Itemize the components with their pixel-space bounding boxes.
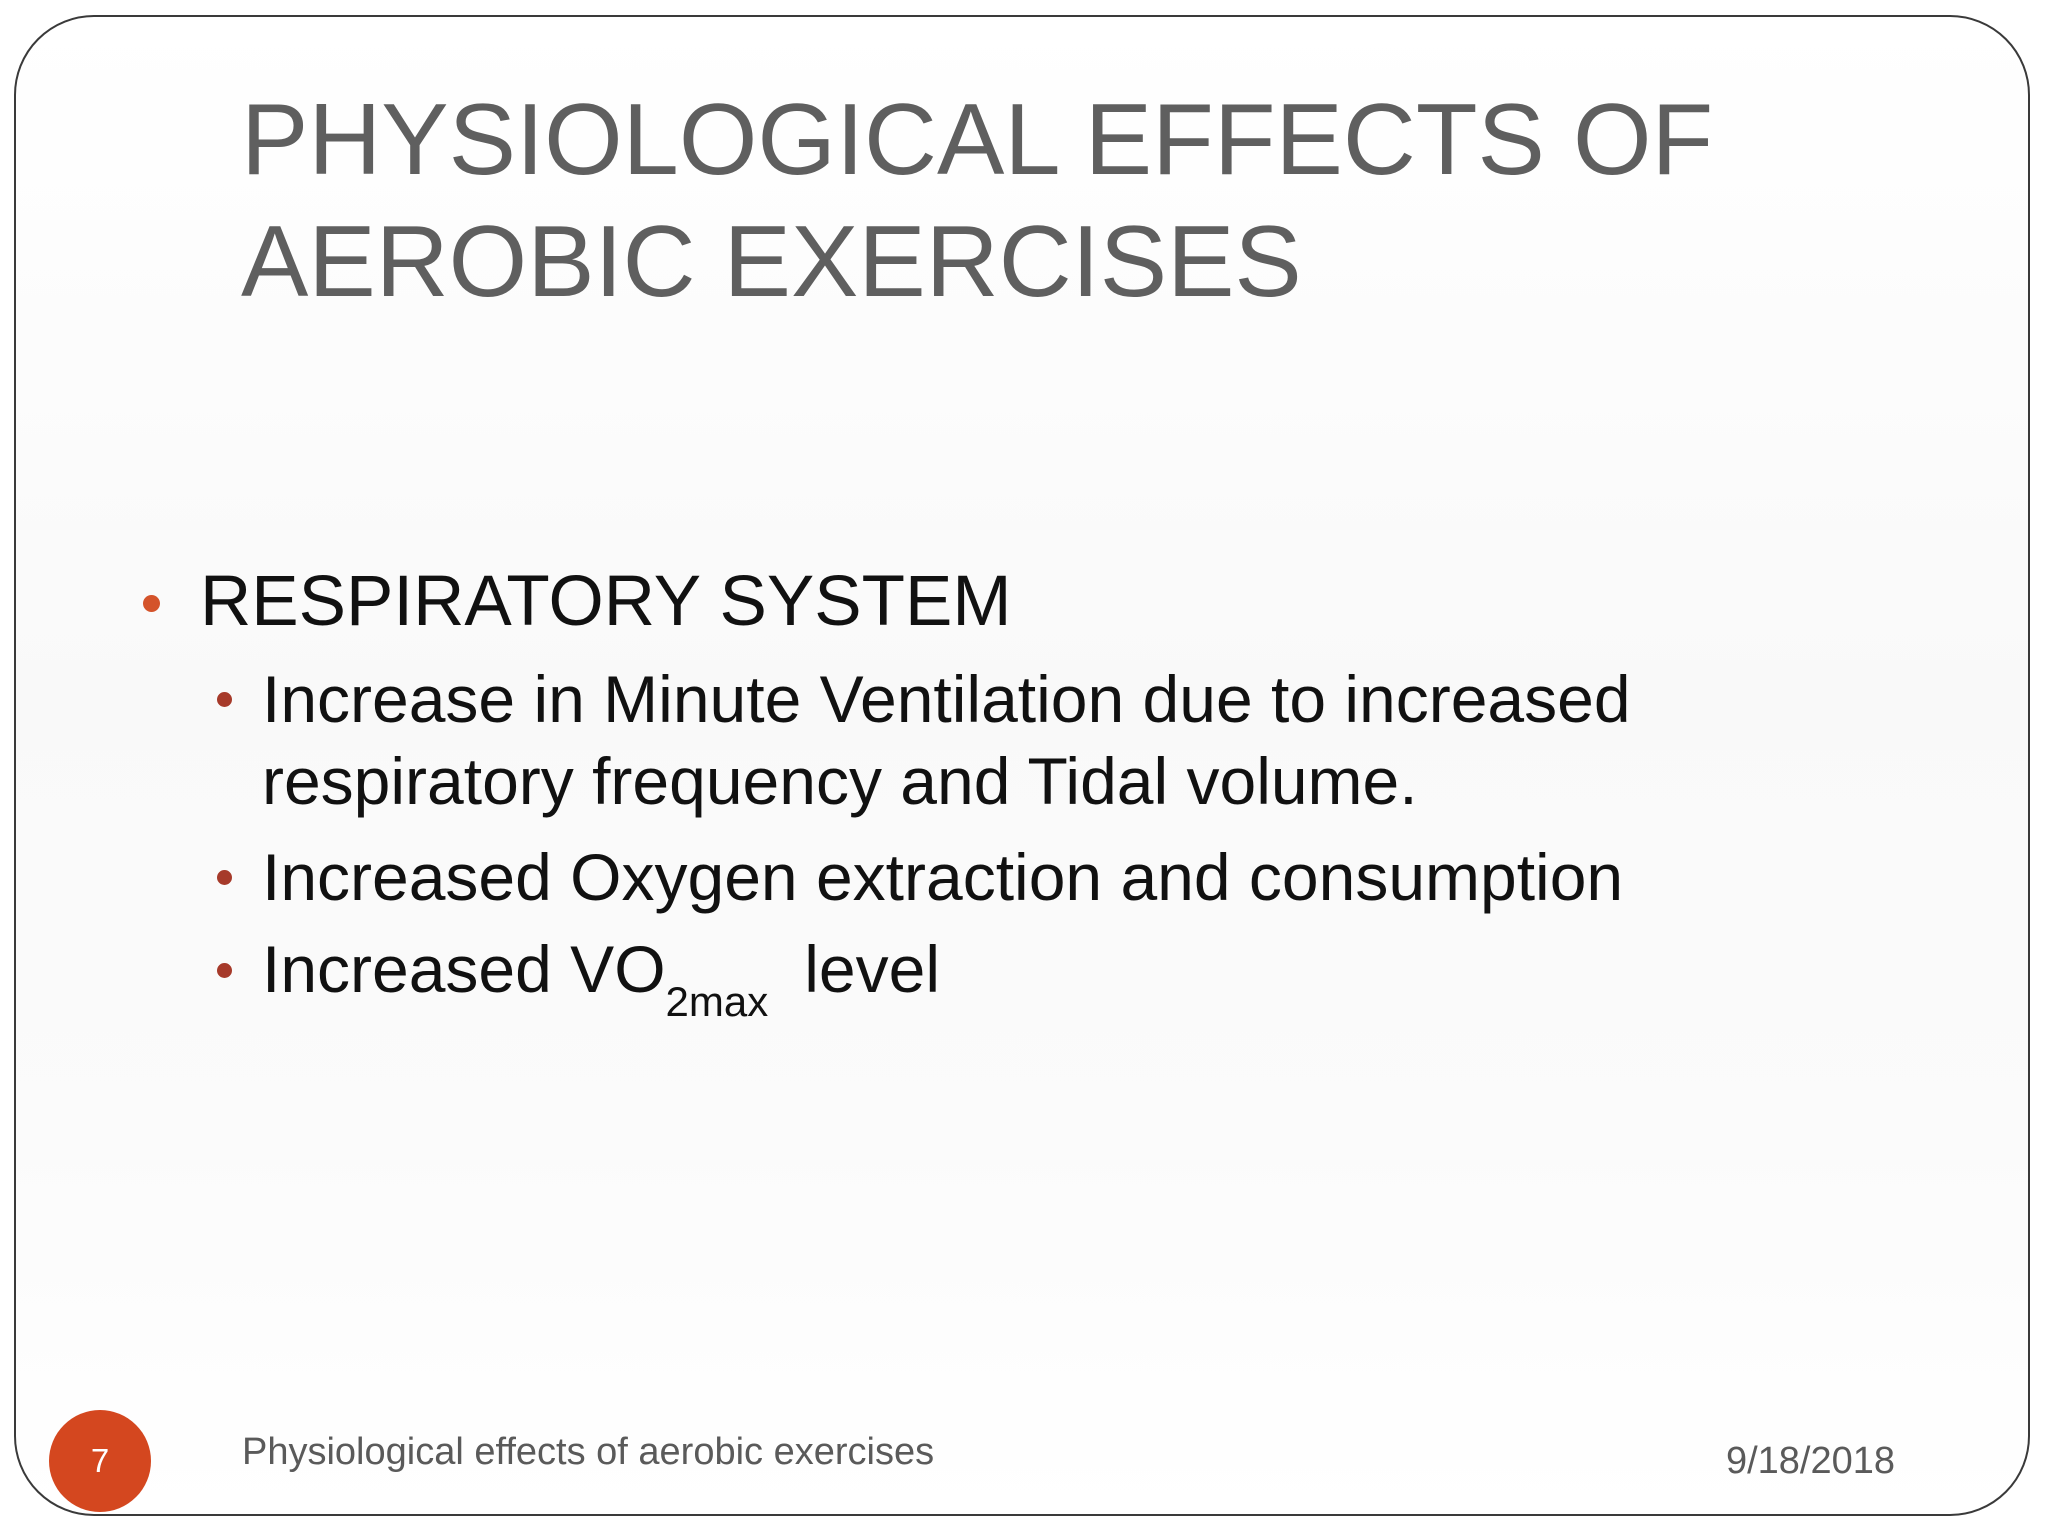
slide-title-line-2: AEROBIC EXERCISES — [241, 206, 1302, 318]
slide-frame: PHYSIOLOGICAL EFFECTS OF AEROBIC EXERCIS… — [14, 15, 2030, 1516]
bullet-dot-icon — [217, 692, 232, 707]
bullet-dot-icon — [217, 870, 232, 885]
slide-title: PHYSIOLOGICAL EFFECTS OF AEROBIC EXERCIS… — [241, 79, 1841, 323]
footer-date: 9/18/2018 — [1725, 1440, 1895, 1482]
bullet-1-line-2: respiratory frequency and Tidal volume. — [262, 744, 1418, 818]
bullet-3-prefix: Increased VO — [262, 932, 666, 1006]
vo2max-subscript: 2max — [665, 978, 769, 1025]
bullet-3-suffix: level — [804, 932, 940, 1006]
page-number-badge: 7 — [49, 1410, 151, 1512]
section-heading: RESPIRATORY SYSTEM — [200, 562, 1012, 641]
bullet-3-text: Increased VO2max level — [262, 928, 940, 1025]
bullet-2-text: Increased Oxygen extraction and consumpt… — [262, 840, 1624, 914]
bullet-1-line-1: Increase in Minute Ventilation due to in… — [262, 662, 1631, 736]
footer-caption: Physiological effects of aerobic exercis… — [242, 1431, 935, 1473]
slide-body: RESPIRATORY SYSTEM Increase in Minute Ve… — [16, 17, 2028, 1514]
bullet-dot-icon — [217, 963, 232, 978]
bullet-dot-icon — [143, 595, 160, 612]
slide-title-line-1: PHYSIOLOGICAL EFFECTS OF — [241, 84, 1714, 196]
